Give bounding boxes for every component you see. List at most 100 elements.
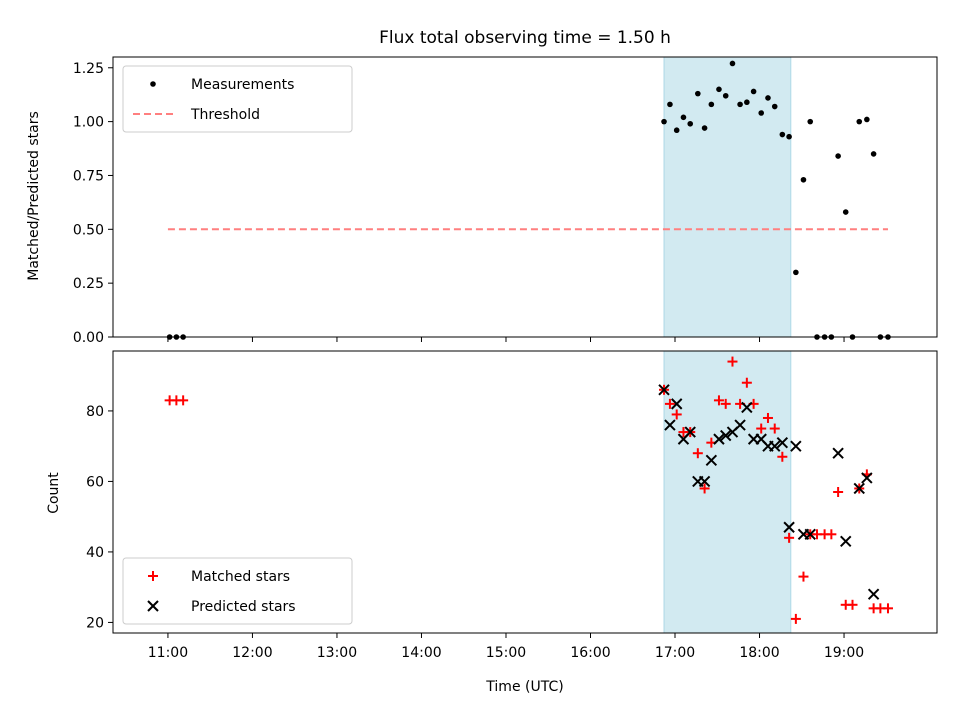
- legend-label: Threshold: [190, 107, 260, 123]
- top-y-tick-label: 0.75: [73, 168, 104, 184]
- x-tick-label: 14:00: [401, 645, 441, 661]
- x-tick-label: 11:00: [148, 645, 188, 661]
- measurement-point: [864, 116, 870, 123]
- x-tick-label: 19:00: [824, 645, 864, 661]
- measurement-point: [722, 92, 729, 99]
- top-observing-span: [663, 56, 792, 338]
- matched-star-marker: [727, 356, 738, 367]
- bottom-legend-box: [122, 557, 353, 625]
- measurement-point: [667, 101, 673, 108]
- top-y-tick-label: 1.00: [73, 115, 104, 131]
- legend-label: Matched stars: [191, 569, 290, 585]
- matched-star-marker: [664, 398, 675, 409]
- predicted-star-marker: [734, 419, 746, 431]
- predicted-star-marker: [776, 436, 789, 449]
- top-legend: Measurements Threshold: [122, 65, 353, 133]
- predicted-star-marker: [861, 472, 873, 484]
- top-y-axis-label: Matched/Predicted stars: [26, 111, 42, 281]
- matched-star-marker: [762, 412, 773, 423]
- matched-star-marker: [826, 529, 837, 540]
- matched-star-marker: [741, 377, 752, 388]
- predicted-star-marker: [790, 440, 802, 452]
- measurement-point: [870, 151, 877, 157]
- predicted-star-marker: [658, 384, 670, 396]
- measurement-point: [701, 125, 708, 131]
- measurement-point: [779, 131, 786, 138]
- measurement-point: [765, 95, 771, 101]
- measurement-point: [835, 153, 841, 159]
- bottom-y-tick-label: 40: [86, 545, 104, 561]
- predicted-star-marker: [698, 475, 711, 488]
- predicted-star-marker: [670, 398, 683, 410]
- predicted-star-marker: [832, 447, 844, 459]
- matched-star-marker: [178, 395, 189, 406]
- measurement-point: [673, 127, 680, 134]
- matched-star-marker: [769, 423, 780, 434]
- bottom-y-tick-label: 60: [86, 474, 104, 490]
- x-tick-label: 15:00: [486, 645, 526, 661]
- top-axes-frame: [112, 56, 938, 338]
- legend-label: Predicted stars: [191, 599, 296, 615]
- matched-star-marker: [692, 448, 703, 459]
- predicted-star-marker: [783, 521, 795, 533]
- predicted-star-marker: [769, 440, 781, 452]
- matched-star-marker: [833, 487, 844, 497]
- predicted-star-marker: [705, 454, 718, 466]
- measurement-point: [750, 88, 757, 95]
- predicted-star-marker: [720, 429, 732, 442]
- top-y-tick-label: 0.50: [73, 222, 104, 238]
- measurement-point: [758, 110, 765, 116]
- top-y-tick-label: 0.00: [73, 330, 104, 346]
- measurement-point: [771, 103, 778, 110]
- predicted-star-marker: [664, 419, 676, 431]
- x-tick-label: 13:00: [317, 645, 357, 661]
- measurement-point: [856, 118, 863, 125]
- measurement-point: [687, 120, 694, 127]
- matched-star-marker: [784, 532, 795, 543]
- ratio-panel: 0.00 0.25 0.50 0.75 1.00 1.25 Measurements Thre…: [73, 56, 938, 346]
- measurement-point: [807, 118, 814, 125]
- top-y-tick-label: 0.25: [73, 276, 104, 292]
- predicted-star-marker: [840, 535, 852, 548]
- predicted-star-marker: [741, 401, 753, 414]
- matched-star-marker: [777, 451, 788, 462]
- x-tick-label: 17:00: [655, 645, 695, 661]
- bottom-y-axis-label: Count: [46, 472, 62, 514]
- chart-title: Flux total observing time = 1.50 h: [379, 28, 671, 48]
- legend-predicted-marker: [147, 600, 159, 612]
- matched-star-marker: [847, 599, 858, 610]
- bottom-observing-span: [663, 350, 792, 634]
- measurement-point: [729, 60, 736, 67]
- predicted-star-marker: [853, 482, 865, 495]
- measurement-point: [695, 90, 701, 97]
- predicted-star-marker: [804, 528, 816, 541]
- matched-star-marker: [756, 423, 767, 434]
- predicted-star-marker: [867, 588, 880, 600]
- matched-star-marker: [882, 603, 893, 614]
- bottom-legend: Matched stars Predicted stars: [122, 557, 353, 625]
- bottom-axes-frame: [112, 350, 938, 634]
- x-axis-label: Time (UTC): [485, 679, 563, 695]
- count-panel: 20 40 60 80 11:00 12:00 13:00 14:00 15:00 16:00 17…: [86, 350, 938, 661]
- measurement-point: [793, 269, 799, 276]
- legend-matched-marker: [148, 571, 158, 581]
- bottom-y-tick-label: 80: [86, 404, 104, 420]
- x-tick-label: 18:00: [739, 645, 779, 661]
- matched-star-marker: [699, 483, 710, 494]
- matched-star-marker: [790, 613, 801, 624]
- measurement-point: [842, 209, 849, 215]
- matched-star-marker: [671, 409, 682, 420]
- top-y-tick-label: 1.25: [73, 61, 104, 77]
- measurement-point: [737, 101, 743, 108]
- x-tick-label: 16:00: [570, 645, 610, 661]
- legend-label: Measurements: [191, 77, 294, 93]
- top-legend-box: [122, 65, 353, 133]
- matched-star-marker: [798, 571, 809, 582]
- predicted-star-marker: [684, 426, 696, 438]
- measurement-point: [786, 133, 792, 140]
- measurement-point: [680, 114, 687, 121]
- legend-measurement-marker: [150, 81, 156, 87]
- measurement-point: [744, 99, 750, 106]
- matched-star-marker: [713, 395, 724, 406]
